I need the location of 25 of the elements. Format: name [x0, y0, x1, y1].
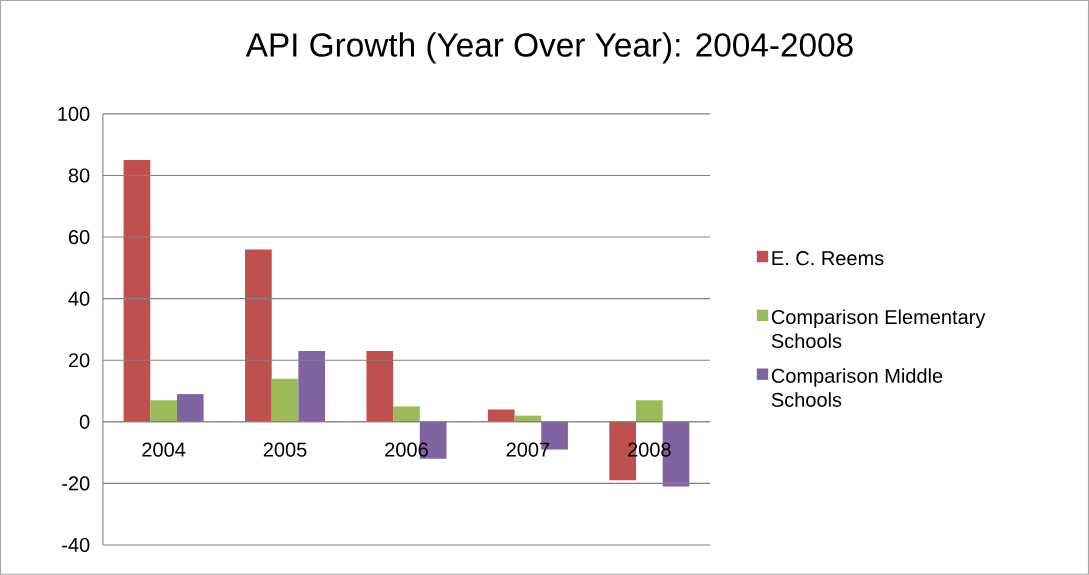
x-tick-label: 2005 [263, 442, 307, 457]
bar [176, 394, 204, 422]
y-tick-label: 40 [68, 291, 90, 306]
y-tick-label: -20 [62, 476, 90, 491]
bar [245, 249, 272, 422]
y-tick-label: -40 [62, 537, 90, 553]
x-tick-label: 2004 [142, 442, 186, 457]
bar [393, 406, 420, 422]
chart-title: API Growth (Year Over Year): 2004-2008 [245, 32, 853, 64]
bar [298, 351, 326, 422]
bar [487, 409, 515, 422]
y-tick-label: 20 [68, 353, 90, 368]
bar [366, 351, 394, 422]
y-tick-label: 80 [68, 168, 90, 183]
y-tick-label: 0 [79, 414, 90, 429]
y-tick-label: 100 [58, 106, 90, 122]
legend-label: Comparison Elementary Schools [771, 309, 986, 349]
bar [635, 400, 663, 422]
legend-label: E. C. Reems [772, 251, 884, 266]
legend-label: Comparison Middle Schools [771, 368, 943, 407]
y-tick-label: 60 [68, 230, 90, 245]
x-tick-label: 2007 [506, 442, 550, 457]
bar [123, 160, 151, 422]
bar [271, 378, 299, 422]
bar [150, 400, 177, 422]
